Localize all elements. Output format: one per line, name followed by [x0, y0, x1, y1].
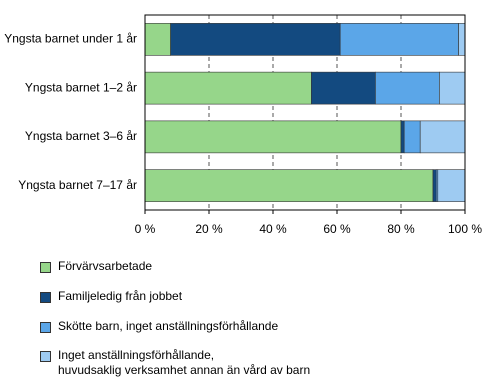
legend-entry: Familjeledig från jobbet — [40, 289, 182, 304]
bar-segment — [144, 23, 171, 56]
bar-segment — [419, 120, 466, 154]
bar-segment — [400, 120, 405, 154]
bar-segment — [375, 71, 440, 105]
bar-segment — [458, 23, 466, 56]
x-tick-label: 0 % — [135, 222, 156, 236]
legend-label: Familjeledig från jobbet — [58, 289, 183, 303]
y-tick-label: Yngsta barnet under 1 år — [4, 32, 137, 46]
x-tick-label: 100 % — [448, 222, 482, 236]
legend-swatch — [40, 351, 51, 362]
legend-swatch — [40, 322, 51, 333]
x-tick-label: 20 % — [195, 222, 223, 236]
bar-segment — [144, 71, 312, 105]
y-tick-label: Yngsta barnet 7–17 år — [18, 178, 137, 192]
bar-segment — [437, 169, 466, 202]
plot-frame — [144, 14, 466, 211]
bar-segment — [170, 23, 341, 56]
y-tick-label: Yngsta barnet 1–2 år — [25, 80, 137, 94]
bar-segment — [311, 71, 376, 105]
legend-entry: Skötte barn, inget anställningsförhållan… — [40, 319, 278, 334]
legend-label: Inget anställningsförhållande, huvudsakl… — [58, 348, 311, 377]
legend-label: Skötte barn, inget anställningsförhållan… — [58, 319, 279, 333]
bar-segment — [439, 71, 466, 105]
bar-segment — [144, 169, 434, 202]
bar-segment — [432, 169, 437, 202]
bar-segment — [403, 120, 421, 154]
x-tick-label: 80 % — [387, 222, 415, 236]
legend-label: Förvärvsarbetade — [58, 259, 153, 273]
legend-entry: Inget anställningsförhållande, huvudsakl… — [40, 348, 310, 378]
bar-segment — [144, 120, 402, 154]
y-tick-label: Yngsta barnet 3–6 år — [25, 129, 137, 143]
legend-entry: Förvärvsarbetade — [40, 259, 152, 274]
x-tick-label: 60 % — [323, 222, 351, 236]
legend-swatch — [40, 262, 51, 273]
legend-swatch — [40, 292, 51, 303]
bar-segment — [339, 23, 459, 56]
x-tick-label: 40 % — [259, 222, 287, 236]
